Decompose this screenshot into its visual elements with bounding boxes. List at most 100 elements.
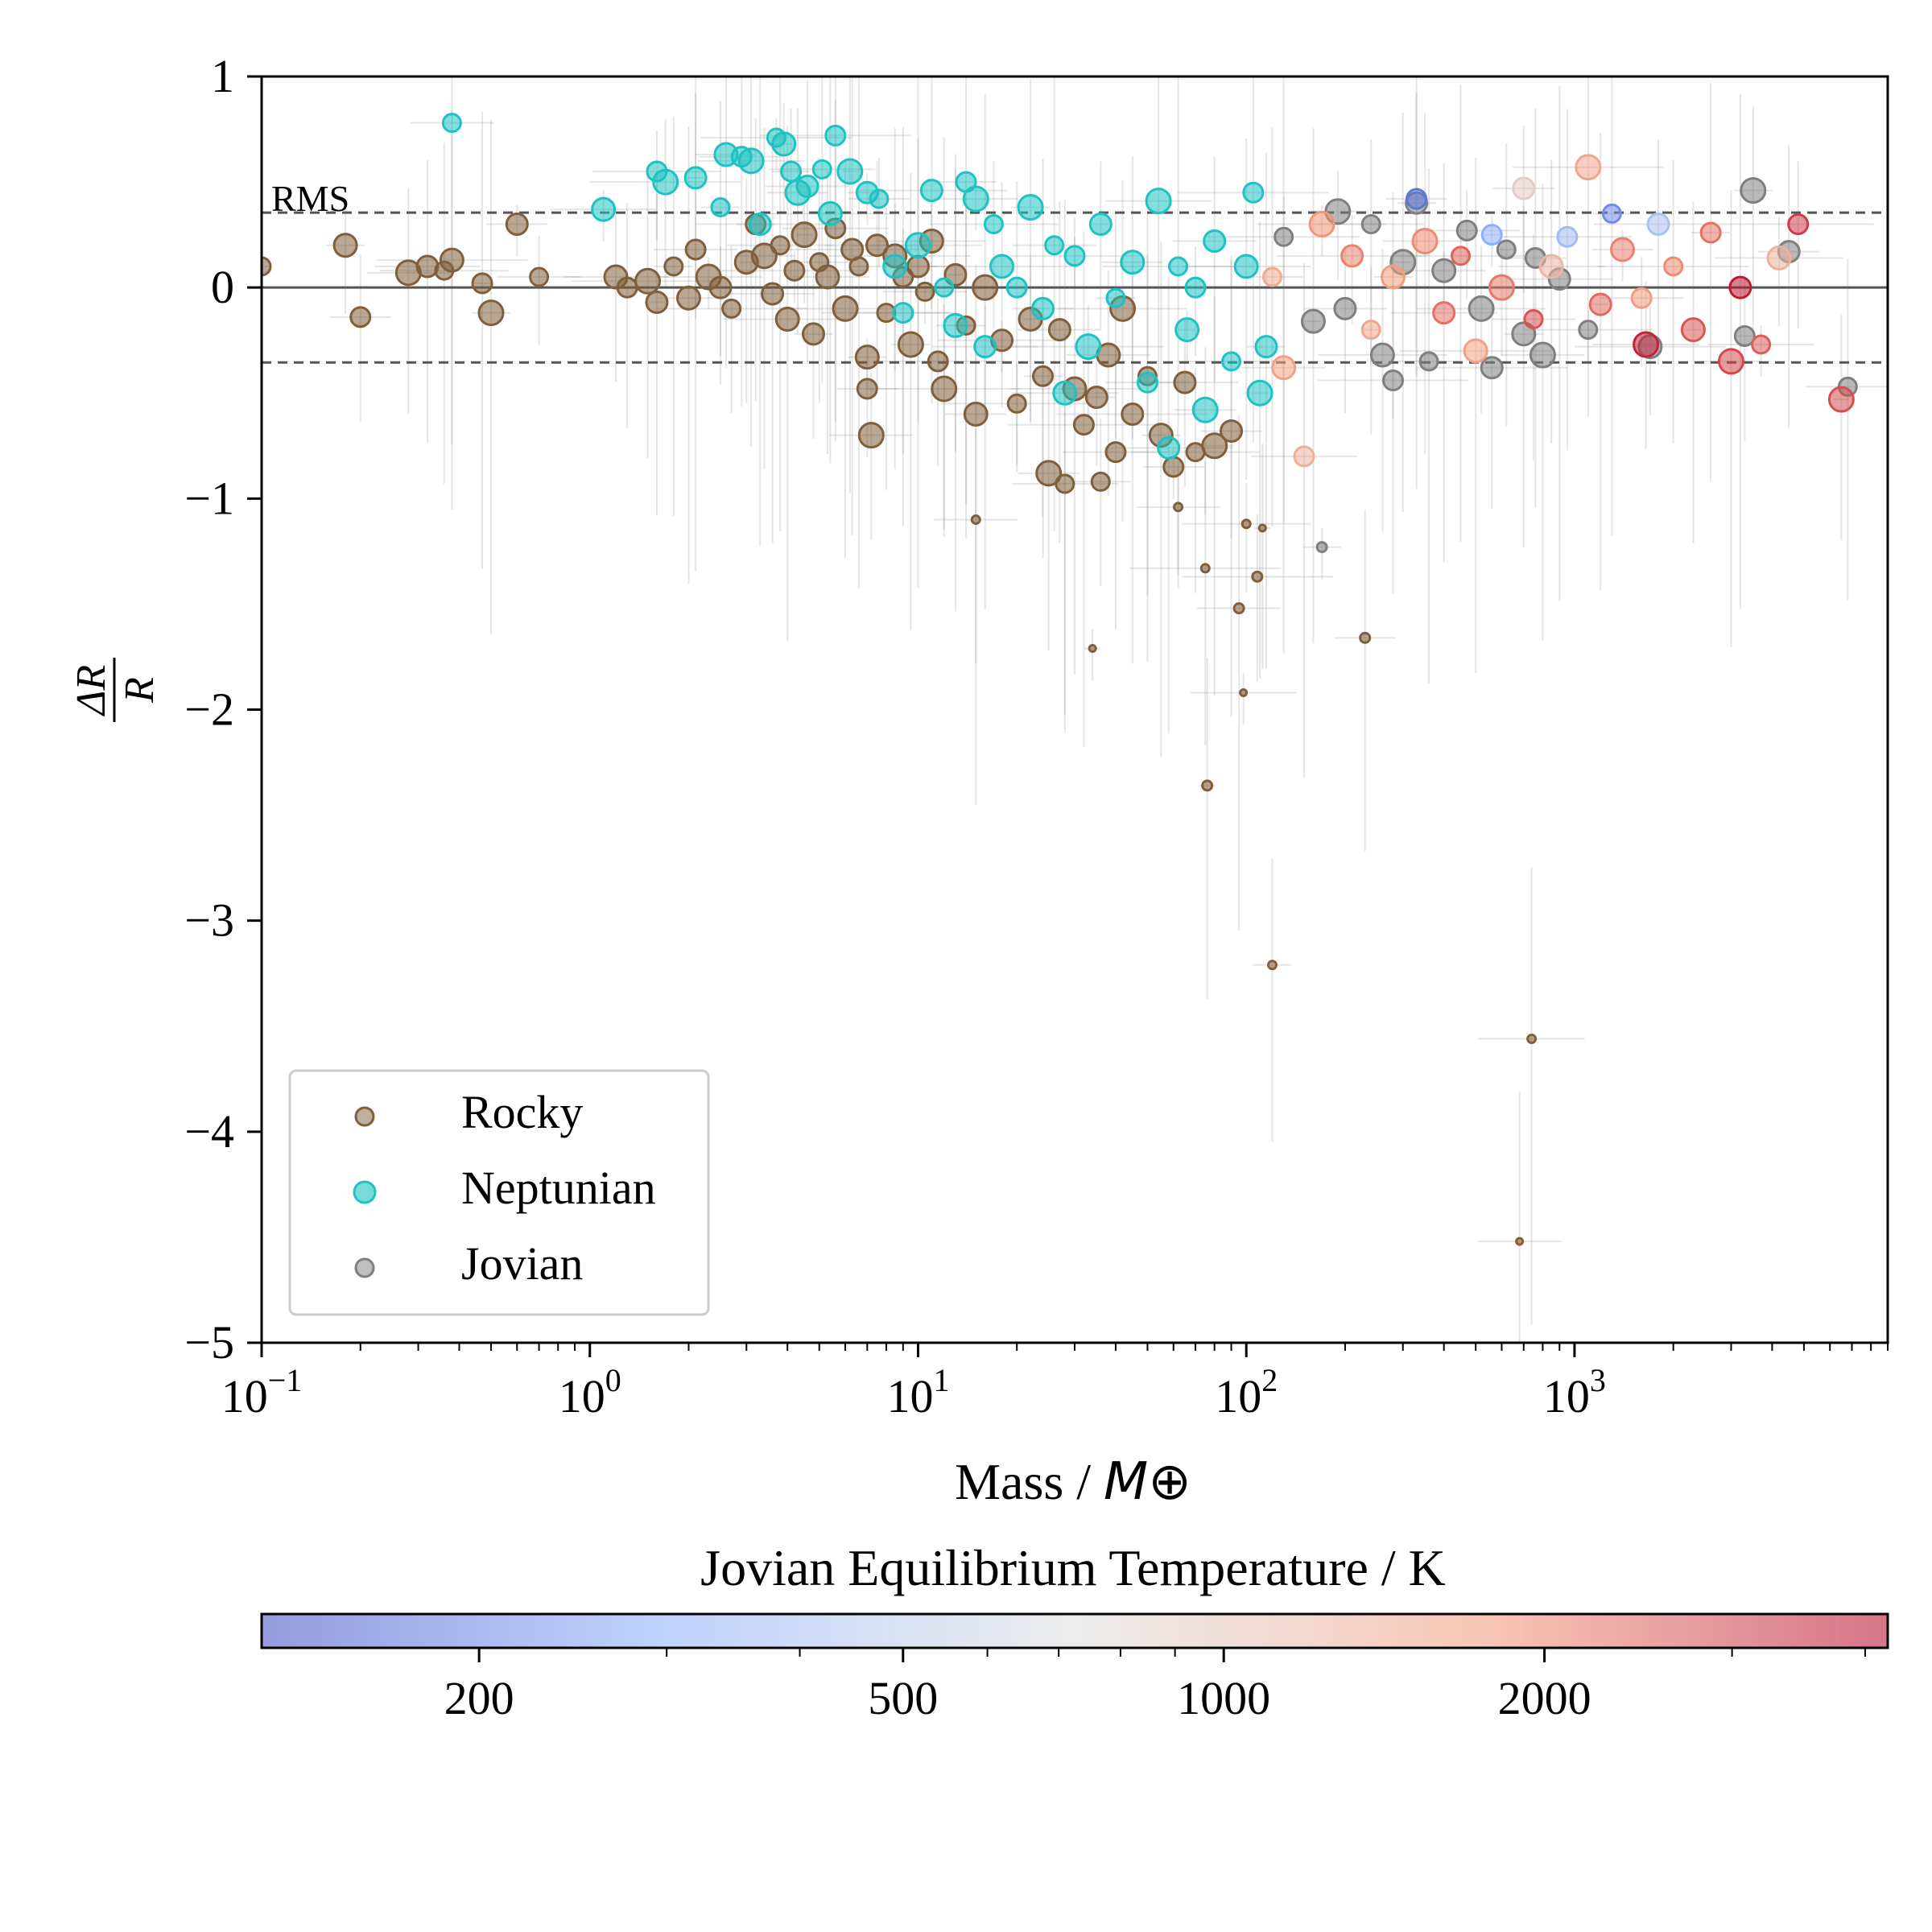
- data-point: [1556, 225, 1579, 248]
- data-point: [1751, 334, 1772, 355]
- data-point: [1104, 441, 1127, 464]
- y-tick-label: −1: [184, 472, 234, 524]
- data-point: [1201, 779, 1214, 792]
- data-point: [708, 275, 733, 299]
- data-point: [1173, 370, 1197, 394]
- data-point: [721, 298, 742, 319]
- data-point: [652, 168, 679, 196]
- data-point: [1145, 188, 1172, 215]
- data-point: [963, 401, 989, 427]
- y-tick-label: −3: [184, 894, 234, 947]
- data-point: [1463, 338, 1488, 364]
- data-point: [811, 159, 832, 180]
- data-point: [791, 221, 818, 249]
- data-point: [1455, 219, 1478, 242]
- data-point: [1220, 419, 1244, 443]
- data-point: [817, 200, 843, 226]
- data-point: [1359, 631, 1372, 644]
- data-point: [1827, 386, 1855, 413]
- data-point: [1293, 445, 1315, 468]
- y-tick-label: −2: [184, 683, 234, 736]
- colorbar-tick-label: 200: [444, 1672, 514, 1724]
- data-point: [349, 306, 372, 328]
- data-point: [1271, 355, 1297, 381]
- data-point: [774, 306, 800, 332]
- data-point: [634, 267, 662, 295]
- data-point: [529, 266, 550, 287]
- data-point: [892, 302, 914, 324]
- data-point: [1221, 351, 1242, 372]
- data-point: [1733, 324, 1756, 347]
- colorbar-tick-label: 1000: [1177, 1672, 1270, 1724]
- data-point: [857, 422, 885, 449]
- y-axis-ticks: 1 0 −1 −2 −3 −4 −5: [184, 50, 262, 1368]
- y-axis-label-denominator: R: [117, 677, 163, 704]
- data-point: [1451, 246, 1472, 266]
- data-point: [989, 254, 1015, 279]
- data-point: [1157, 436, 1181, 460]
- data-point: [1266, 960, 1278, 971]
- data-points: [262, 113, 1858, 1246]
- data-point: [1523, 308, 1544, 329]
- y-tick-label: −4: [184, 1105, 234, 1158]
- data-point: [1063, 245, 1086, 267]
- data-point: [684, 238, 707, 261]
- data-point: [1333, 296, 1357, 320]
- data-point: [1121, 402, 1145, 426]
- data-point: [1601, 203, 1622, 224]
- data-point: [1717, 348, 1744, 375]
- data-point: [1105, 287, 1126, 308]
- data-point: [780, 160, 803, 183]
- data-point: [770, 235, 791, 256]
- data-point: [854, 345, 880, 370]
- y-tick-label: 0: [211, 261, 234, 313]
- legend-marker-neptunian: [353, 1180, 377, 1204]
- data-point: [1251, 570, 1264, 583]
- data-point: [783, 259, 806, 282]
- data-point: [1274, 226, 1294, 247]
- data-point: [824, 124, 847, 147]
- data-point: [1031, 365, 1054, 387]
- data-point: [1203, 229, 1227, 253]
- data-point: [1663, 256, 1684, 277]
- data-point: [1382, 369, 1405, 392]
- data-point: [869, 188, 890, 209]
- data-point: [1578, 320, 1599, 341]
- data-point: [1241, 518, 1252, 530]
- data-point: [972, 274, 999, 301]
- data-point: [1630, 287, 1653, 309]
- colorbar-ticks: 200 500 1000 2000: [444, 1648, 1866, 1724]
- y-axis-label: ΔR R: [68, 658, 163, 722]
- data-point: [801, 322, 825, 346]
- x-axis-ticks: 10−1 100 101 102 103: [221, 1343, 1889, 1422]
- data-point: [856, 378, 878, 400]
- data-point: [1090, 471, 1111, 492]
- data-point: [1072, 414, 1095, 436]
- data-point: [1406, 188, 1428, 210]
- data-point: [1340, 244, 1364, 268]
- data-point: [1120, 250, 1146, 275]
- data-point: [919, 179, 943, 203]
- data-point: [591, 196, 617, 222]
- data-point: [1588, 292, 1612, 316]
- data-point: [1184, 276, 1207, 299]
- data-point: [441, 113, 462, 134]
- data-point: [1411, 227, 1439, 254]
- x-tick-label: 100: [559, 1362, 621, 1422]
- data-point: [1136, 371, 1158, 394]
- data-point: [771, 131, 797, 157]
- x-tick-label: 103: [1543, 1362, 1606, 1422]
- data-point: [1575, 154, 1602, 181]
- legend-marker-rocky: [354, 1106, 375, 1127]
- data-point: [748, 213, 772, 237]
- legend-box: [288, 1069, 710, 1316]
- data-point: [1052, 380, 1078, 406]
- x-tick-label: 10−1: [221, 1362, 303, 1422]
- data-point: [973, 335, 997, 359]
- colorbar: Jovian Equilibrium Temperature / K 200 50…: [260, 1539, 1889, 1724]
- data-point: [934, 277, 955, 298]
- data-point: [1529, 341, 1556, 369]
- y-tick-label: 1: [211, 50, 234, 102]
- data-point: [1308, 211, 1335, 238]
- x-axis-label-text: Mass /: [955, 1453, 1104, 1510]
